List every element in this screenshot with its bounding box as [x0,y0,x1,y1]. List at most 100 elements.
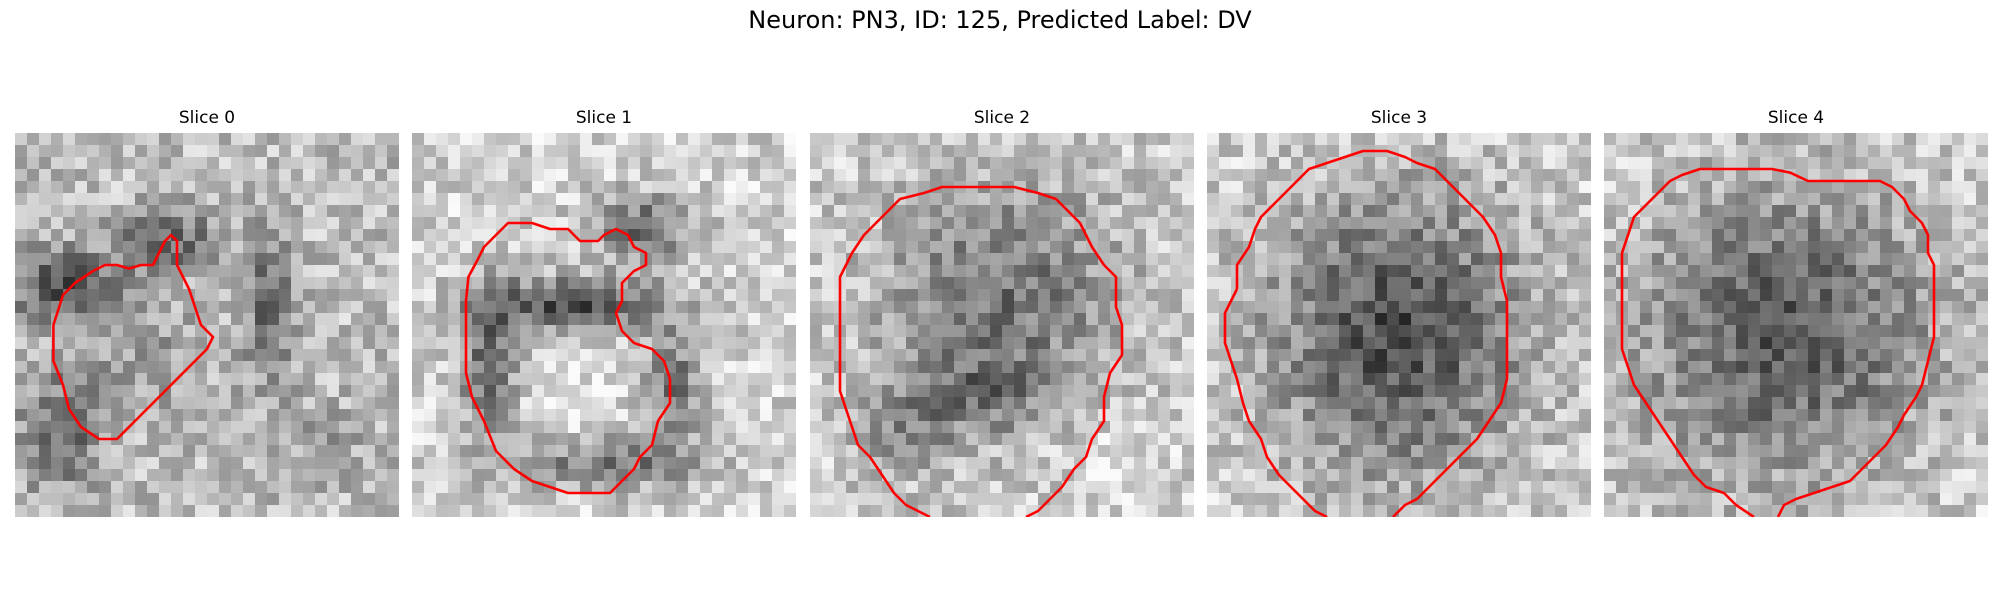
image-pixel [123,445,136,458]
image-pixel [772,385,785,398]
image-pixel [448,217,461,230]
image-pixel [1086,169,1099,182]
image-pixel [1604,253,1617,266]
image-pixel [1579,169,1591,182]
image-pixel [978,133,991,146]
image-pixel [664,277,677,290]
image-pixel [1074,265,1087,278]
image-pixel [1880,325,1893,338]
image-pixel [1158,181,1171,194]
image-pixel [207,169,220,182]
image-pixel [1688,265,1701,278]
image-pixel [1736,373,1749,386]
image-pixel [1411,433,1424,446]
image-pixel [111,505,124,517]
image-pixel [1158,133,1171,146]
image-pixel [183,445,196,458]
image-pixel [63,301,76,314]
image-pixel [760,505,773,517]
image-pixel [978,217,991,230]
image-pixel [616,361,629,374]
image-pixel [1158,349,1171,362]
image-pixel [532,409,545,422]
image-pixel [1628,229,1641,242]
image-pixel [1243,205,1256,218]
image-pixel [1736,253,1749,266]
image-pixel [1844,337,1857,350]
image-pixel [568,349,581,362]
image-pixel [942,313,955,326]
image-pixel [628,205,641,218]
image-pixel [1820,157,1833,170]
image-pixel [183,457,196,470]
image-pixel [1002,457,1015,470]
image-pixel [688,385,701,398]
image-pixel [1351,421,1364,434]
image-pixel [1170,301,1183,314]
image-pixel [1555,433,1568,446]
image-pixel [207,433,220,446]
image-pixel [688,253,701,266]
image-pixel [1519,493,1532,506]
image-pixel [1976,337,1988,350]
image-pixel [1555,505,1568,517]
image-pixel [111,193,124,206]
image-pixel [1736,301,1749,314]
image-pixel [219,205,232,218]
image-pixel [1555,397,1568,410]
image-pixel [1604,349,1617,362]
image-pixel [99,373,112,386]
image-pixel [1231,241,1244,254]
image-pixel [1507,313,1520,326]
image-pixel [183,421,196,434]
image-pixel [1519,277,1532,290]
image-pixel [15,349,28,362]
image-pixel [339,265,352,278]
image-pixel [171,481,184,494]
image-pixel [1387,445,1400,458]
image-pixel [1507,157,1520,170]
image-pixel [712,133,725,146]
image-pixel [1074,505,1087,517]
image-pixel [748,205,761,218]
image-pixel [772,481,785,494]
image-pixel [1555,157,1568,170]
image-pixel [1796,133,1809,146]
image-pixel [39,205,52,218]
image-pixel [1940,181,1953,194]
image-pixel [1579,229,1591,242]
image-pixel [1074,277,1087,290]
image-pixel [1736,361,1749,374]
image-pixel [339,361,352,374]
image-pixel [906,157,919,170]
image-pixel [1796,157,1809,170]
image-pixel [39,397,52,410]
image-pixel [99,301,112,314]
image-pixel [1976,289,1988,302]
image-pixel [375,145,388,158]
image-pixel [810,433,823,446]
image-pixel [351,277,364,290]
image-pixel [15,181,28,194]
image-pixel [1062,337,1075,350]
image-pixel [1098,133,1111,146]
image-pixel [870,253,883,266]
image-pixel [1531,289,1544,302]
image-pixel [135,145,148,158]
image-pixel [1868,229,1881,242]
image-pixel [918,277,931,290]
image-pixel [351,433,364,446]
image-pixel [760,397,773,410]
image-pixel [1375,361,1388,374]
image-pixel [1892,397,1905,410]
image-pixel [1688,313,1701,326]
image-pixel [1122,181,1135,194]
image-pixel [375,301,388,314]
image-pixel [1579,325,1591,338]
image-pixel [231,133,244,146]
image-pixel [1363,157,1376,170]
image-pixel [1291,301,1304,314]
image-pixel [1279,457,1292,470]
image-pixel [784,145,796,158]
image-pixel [135,205,148,218]
